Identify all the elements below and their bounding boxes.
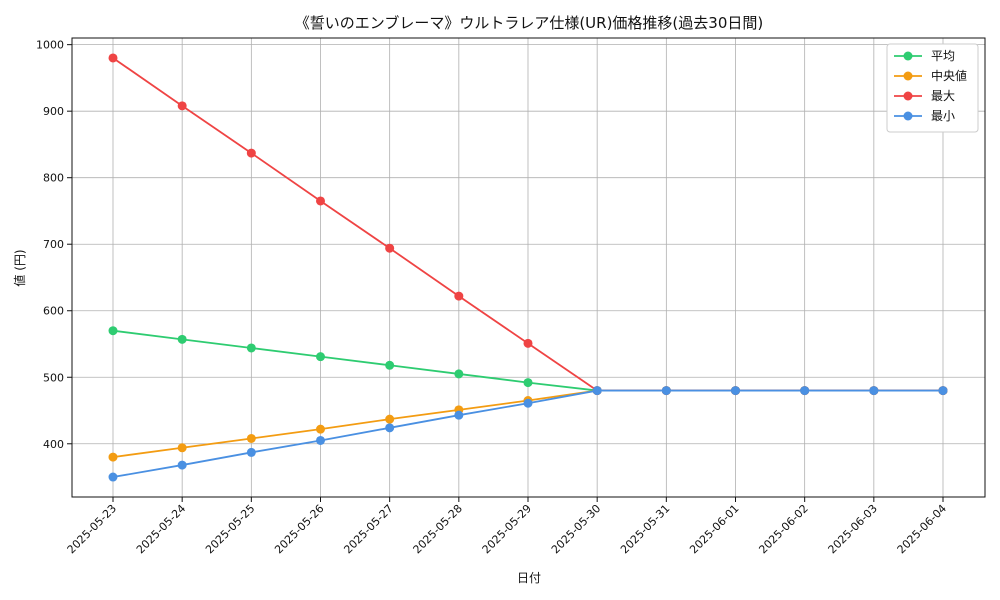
x-tick-label: 2025-05-29 [480, 502, 534, 556]
data-point-0-2 [246, 343, 256, 353]
x-tick-label: 2025-05-25 [203, 502, 257, 556]
y-tick-label: 700 [43, 238, 64, 251]
x-tick-label: 2025-05-28 [411, 502, 465, 556]
data-point-3-1 [177, 460, 187, 470]
legend-marker-3 [903, 111, 913, 121]
legend-label-2: 最大 [931, 89, 955, 103]
legend-box [886, 43, 979, 133]
data-point-2-1 [177, 101, 187, 111]
legend-label-0: 平均 [931, 49, 955, 63]
data-point-3-8 [661, 386, 671, 396]
data-point-2-3 [316, 196, 325, 206]
y-tick-label: 900 [43, 105, 64, 118]
x-tick-label: 2025-06-03 [826, 502, 880, 556]
data-point-0-1 [177, 334, 187, 344]
y-tick-label: 500 [43, 371, 64, 384]
data-point-3-12 [938, 386, 948, 396]
data-point-3-4 [385, 423, 395, 433]
x-tick-label: 2025-05-30 [549, 502, 603, 556]
x-tick-label: 2025-05-23 [65, 502, 119, 556]
x-tick-label: 2025-05-24 [134, 502, 188, 556]
plot-frame [71, 37, 986, 498]
data-point-3-0 [108, 472, 118, 482]
data-point-0-5 [454, 369, 464, 379]
data-point-3-9 [731, 386, 740, 396]
legend-marker-2 [903, 91, 913, 101]
data-point-3-7 [592, 386, 602, 396]
y-axis-label: 値 (円) [12, 249, 27, 286]
y-tick-label: 400 [43, 438, 64, 451]
data-point-1-2 [246, 433, 256, 443]
legend-marker-0 [903, 51, 913, 61]
x-tick-label: 2025-06-04 [895, 502, 949, 556]
y-tick-label: 800 [43, 172, 64, 185]
data-point-0-6 [523, 378, 533, 388]
data-point-2-2 [246, 148, 256, 158]
data-point-1-3 [316, 424, 325, 434]
data-point-1-1 [177, 443, 187, 453]
chart-title: 《誓いのエンブレーマ》ウルトラレア仕様(UR)価格推移(過去30日間) [295, 14, 763, 32]
data-point-3-5 [454, 410, 464, 420]
x-tick-label: 2025-06-02 [756, 502, 810, 556]
x-tick-label: 2025-05-31 [618, 502, 672, 556]
series [108, 53, 948, 482]
legend-label-3: 最小 [931, 109, 955, 123]
legend-marker-1 [903, 71, 913, 81]
x-axis-label: 日付 [517, 571, 541, 585]
data-point-3-2 [246, 447, 256, 457]
data-point-2-4 [385, 243, 395, 253]
x-tick-label: 2025-05-26 [272, 502, 326, 556]
y-tick-label: 1000 [36, 39, 64, 52]
legend-label-1: 中央値 [931, 68, 967, 83]
data-point-0-0 [108, 326, 118, 336]
data-point-3-11 [869, 386, 879, 396]
x-tick-label: 2025-05-27 [341, 502, 395, 556]
grid [72, 38, 985, 497]
data-point-1-4 [385, 414, 395, 424]
data-point-3-3 [316, 435, 325, 445]
data-point-0-4 [385, 360, 395, 370]
data-point-3-6 [523, 398, 533, 408]
data-point-2-5 [454, 291, 464, 301]
data-point-2-6 [523, 338, 533, 348]
data-point-3-10 [800, 386, 810, 396]
y-tick-label: 600 [43, 305, 64, 318]
data-point-1-0 [108, 452, 118, 462]
axes: 2025-05-23 2025-05-24 2025-05-25 2025-05-26… [36, 37, 986, 556]
x-tick-label: 2025-06-01 [687, 502, 741, 556]
data-point-0-3 [316, 352, 325, 362]
data-point-2-0 [108, 53, 118, 63]
